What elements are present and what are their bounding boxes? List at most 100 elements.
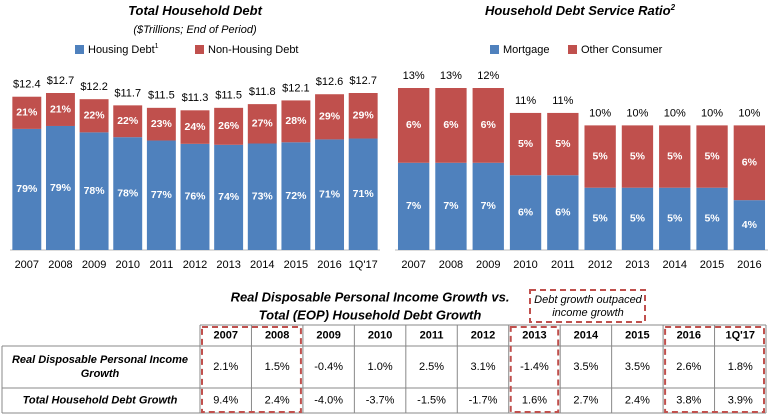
total-label: 10% xyxy=(738,107,760,119)
legend-name: Mortgage xyxy=(503,44,549,56)
bar-segment xyxy=(509,175,542,250)
bar-segment xyxy=(214,144,244,250)
column-header: 2007 xyxy=(213,329,237,341)
table-cell: 2.4% xyxy=(265,394,290,406)
segment-label: 21% xyxy=(16,107,38,119)
highlight-box xyxy=(509,326,560,413)
table-cell: 3.5% xyxy=(625,361,650,373)
segment-label: 24% xyxy=(184,121,206,133)
segment-label: 5% xyxy=(630,213,646,225)
segment-label: 7% xyxy=(481,200,497,212)
segment-label: 79% xyxy=(16,183,38,195)
bar-segment xyxy=(397,162,430,250)
bar-segment xyxy=(214,107,244,145)
segment-label: 22% xyxy=(84,110,106,122)
title-text: Household Debt Service Ratio xyxy=(485,3,671,18)
table-cell: 3.1% xyxy=(470,361,495,373)
x-tick-label: 2011 xyxy=(150,259,174,271)
segment-label: 5% xyxy=(704,150,720,162)
segment-label: 6% xyxy=(555,206,571,218)
column-header: 2009 xyxy=(316,329,340,341)
x-tick-label: 2013 xyxy=(216,259,240,271)
bar-segment xyxy=(315,139,345,250)
table-title: Total (EOP) Household Debt Growth xyxy=(259,307,482,322)
segment-label: 6% xyxy=(443,119,459,131)
total-label: $11.3 xyxy=(182,92,209,104)
total-label: $11.5 xyxy=(148,90,175,102)
segment-label: 6% xyxy=(518,206,534,218)
segment-label: 7% xyxy=(443,200,459,212)
bar-segment xyxy=(733,125,766,201)
segment-label: 28% xyxy=(285,115,307,127)
segment-label: 78% xyxy=(84,185,106,197)
segment-label: 6% xyxy=(406,119,422,131)
bar-segment xyxy=(281,142,311,250)
total-label: 10% xyxy=(626,107,648,119)
bar-segment xyxy=(696,187,728,250)
bar-segment xyxy=(12,128,42,250)
x-tick-label: 2016 xyxy=(737,259,761,271)
table-cell: -1.4% xyxy=(520,361,549,373)
table-cell: -0.4% xyxy=(314,361,343,373)
total-label: 13% xyxy=(440,70,462,82)
segment-label: 72% xyxy=(285,190,307,202)
bar-segment xyxy=(397,88,430,163)
table-cell: 3.8% xyxy=(676,394,701,406)
row-label: Real Disposable Personal Income xyxy=(12,354,188,366)
segment-label: 77% xyxy=(151,189,173,201)
bar-segment xyxy=(146,107,176,141)
total-label: 13% xyxy=(403,70,425,82)
legend-swatch xyxy=(490,45,499,54)
bar-segment xyxy=(696,125,728,188)
total-label: 11% xyxy=(552,95,573,107)
legend-label: Non-Housing Debt xyxy=(208,44,299,56)
segment-label: 79% xyxy=(50,182,72,194)
total-label: $12.6 xyxy=(316,76,344,88)
segment-label: 23% xyxy=(151,118,173,130)
legend-superscript: 1 xyxy=(155,43,159,50)
segment-label: 5% xyxy=(704,213,720,225)
segment-label: 26% xyxy=(218,120,240,132)
bar-segment xyxy=(79,99,109,133)
bar-segment xyxy=(315,94,345,140)
bar-segment xyxy=(659,187,691,250)
total-label: $11.8 xyxy=(249,86,276,98)
table-cell: -1.5% xyxy=(417,394,446,406)
x-tick-label: 2008 xyxy=(48,259,72,271)
column-header: 2013 xyxy=(522,329,546,341)
table-cell: -1.7% xyxy=(469,394,498,406)
table-title: Real Disposable Personal Income Growth v… xyxy=(231,289,510,304)
total-label: $12.1 xyxy=(282,82,310,94)
total-label: $12.4 xyxy=(13,79,41,91)
bar-segment xyxy=(113,137,143,250)
segment-label: 5% xyxy=(593,150,609,162)
table-cell: 3.9% xyxy=(728,394,753,406)
total-label: $12.2 xyxy=(80,81,108,93)
x-tick-label: 2011 xyxy=(551,259,575,271)
bar-segment xyxy=(146,140,176,250)
bar-segment xyxy=(584,125,616,188)
callout-box xyxy=(529,289,646,323)
bar-segment xyxy=(472,88,504,163)
title-text: Total Household Debt xyxy=(128,3,263,18)
column-header: 1Q'17 xyxy=(726,329,756,341)
segment-label: 22% xyxy=(117,115,139,127)
segment-label: 6% xyxy=(481,119,497,131)
segment-label: 5% xyxy=(593,213,609,225)
legend-label: Mortgage xyxy=(503,44,549,56)
total-label: $12.7 xyxy=(47,75,75,87)
legend-swatch xyxy=(75,45,84,54)
segment-label: 29% xyxy=(353,110,375,122)
segment-label: 76% xyxy=(184,191,206,203)
bar-segment xyxy=(79,132,109,250)
x-tick-label: 2014 xyxy=(250,259,274,271)
chart-title: Household Debt Service Ratio2 xyxy=(485,3,676,19)
column-header: 2015 xyxy=(625,329,649,341)
bar-segment xyxy=(659,125,691,188)
column-header: 2012 xyxy=(471,329,495,341)
legend-swatch xyxy=(568,45,577,54)
row-label: Total Household Debt Growth xyxy=(23,394,178,406)
segment-label: 27% xyxy=(252,118,274,130)
callout-text: Debt growth outpaced xyxy=(534,294,643,306)
